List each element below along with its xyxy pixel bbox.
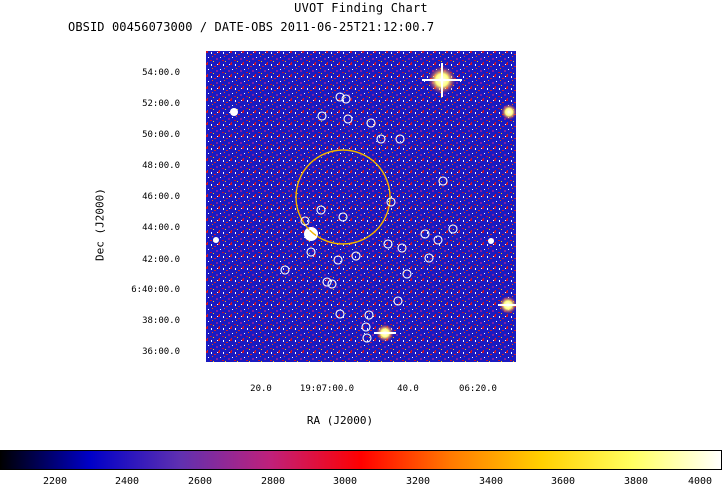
target-circle	[295, 149, 391, 245]
colorbar-tick-label: 2600	[187, 476, 213, 487]
chart-subtitle: OBSID 00456073000 / DATE-OBS 2011-06-25T…	[68, 20, 435, 34]
y-tick-label: 54:00.0	[142, 68, 180, 78]
chart-title: UVOT Finding Chart	[294, 1, 428, 15]
colorbar-tick-label: 3200	[405, 476, 431, 487]
colorbar-tick-label: 3400	[478, 476, 504, 487]
colorbar	[0, 450, 722, 470]
x-tick-label: 19:07:00.0	[299, 384, 355, 394]
y-tick-label: 42:00.0	[142, 255, 180, 265]
y-tick-label: 52:00.0	[142, 99, 180, 109]
y-tick-label: 44:00.0	[142, 223, 180, 233]
x-tick-label: 20.0	[250, 384, 272, 394]
image-background	[206, 51, 516, 362]
colorbar-tick-label: 4000	[687, 476, 713, 487]
source-markers	[280, 92, 458, 343]
colorbar-tick-label: 2200	[42, 476, 68, 487]
y-tick-label: 48:00.0	[142, 161, 180, 171]
colorbar-tick-label: 2800	[260, 476, 286, 487]
bright-stars	[213, 63, 516, 342]
y-tick-label: 38:00.0	[142, 316, 180, 326]
y-tick-label: 36:00.0	[142, 347, 180, 357]
colorbar-tick-label: 3800	[623, 476, 649, 487]
y-tick-label: 50:00.0	[142, 130, 180, 140]
x-axis-label: RA (J2000)	[306, 414, 374, 427]
colorbar-tick-label: 3600	[550, 476, 576, 487]
y-axis-label: Dec (J2000)	[93, 188, 107, 261]
x-tick-label: 06:20.0	[459, 384, 497, 394]
colorbar-tick-label: 2400	[114, 476, 140, 487]
sky-image	[206, 51, 516, 362]
colorbar-tick-label: 3000	[332, 476, 358, 487]
x-tick-label: 40.0	[397, 384, 419, 394]
y-tick-label: 6:40:00.0	[131, 285, 180, 295]
y-tick-label: 46:00.0	[142, 192, 180, 202]
